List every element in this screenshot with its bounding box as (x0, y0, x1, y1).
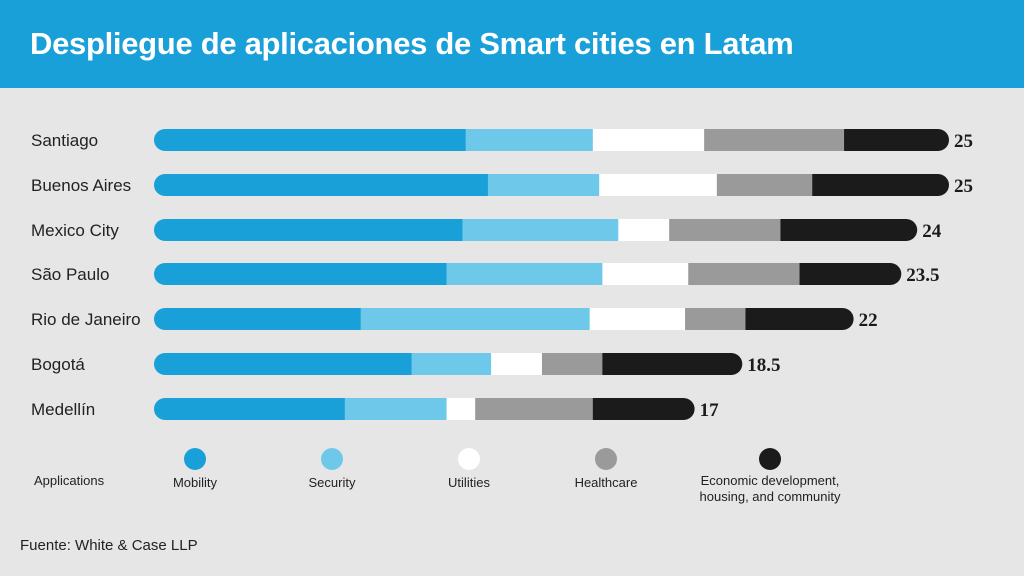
bar-segment-sao-paulo-healthcare (688, 263, 801, 285)
bar-segment-mexico-city-security (462, 219, 619, 241)
bar-segment-mexico-city-healthcare (669, 219, 782, 241)
bar-segment-medellin-healthcare (475, 398, 594, 420)
bar-segment-santiago-healthcare (704, 129, 845, 151)
bar-row-santiago (154, 129, 949, 151)
bar-segment-bogota-mobility (154, 353, 413, 375)
bar-segment-mexico-city-mobility (154, 219, 464, 241)
legend-swatch-mobility (184, 448, 206, 470)
bar-segment-rio-de-janeiro-economic-development-housing-and-community (745, 308, 854, 330)
legend-swatch-economic-development-housing-and-community (759, 448, 781, 470)
source-note: Fuente: White & Case LLP (20, 537, 198, 554)
bar-segment-sao-paulo-economic-development-housing-and-community (799, 263, 902, 285)
legend-title: Applications (34, 473, 105, 488)
legend-label-healthcare: Healthcare (575, 475, 638, 490)
bar-segment-santiago-utilities (592, 129, 705, 151)
total-label-buenos-aires: 25 (954, 176, 973, 197)
bar-segment-bogota-utilities (491, 353, 543, 375)
bar-segment-medellin-security (344, 398, 448, 420)
legend-label-utilities: Utilities (448, 475, 490, 490)
bar-segment-santiago-mobility (154, 129, 467, 151)
legend-swatch-security (321, 448, 343, 470)
stacked-bar-chart: Santiago 25 Buenos Aires 25 Mexico City 24 São… (31, 129, 973, 504)
bar-row-buenos-aires (154, 174, 949, 196)
total-label-bogota: 18.5 (747, 355, 780, 376)
bar-row-mexico-city (154, 219, 918, 241)
bar-segment-bogota-economic-development-housing-and-community (602, 353, 743, 375)
total-label-rio-de-janeiro: 22 (859, 310, 878, 331)
bar-segment-buenos-aires-economic-development-housing-and-community (812, 174, 949, 196)
bar-segment-buenos-aires-utilities (599, 174, 718, 196)
bar-segment-sao-paulo-security (446, 263, 603, 285)
legend-swatch-utilities (458, 448, 480, 470)
bar-segment-rio-de-janeiro-security (360, 308, 591, 330)
bar-segment-buenos-aires-mobility (154, 174, 489, 196)
bar-segment-medellin-economic-development-housing-and-community (592, 398, 695, 420)
bar-segment-buenos-aires-healthcare (716, 174, 813, 196)
legend-label-security: Security (309, 475, 356, 490)
bar-segment-buenos-aires-security (487, 174, 600, 196)
category-label-sao-paulo: São Paulo (31, 265, 109, 284)
bar-row-bogota (154, 353, 743, 375)
total-label-medellin: 17 (700, 400, 720, 421)
total-label-santiago: 25 (954, 131, 973, 152)
bar-segment-mexico-city-utilities (618, 219, 670, 241)
category-label-mexico-city: Mexico City (31, 221, 119, 240)
bar-segment-santiago-security (465, 129, 594, 151)
category-label-bogota: Bogotá (31, 355, 85, 374)
bar-segment-medellin-mobility (154, 398, 346, 420)
legend-label-mobility: Mobility (173, 475, 218, 490)
bar-row-sao-paulo (154, 263, 902, 285)
category-label-buenos-aires: Buenos Aires (31, 176, 131, 195)
bar-row-medellin (154, 398, 695, 420)
legend-label-economic-development-housing-and-community: Economic development, housing, and commun… (700, 473, 841, 504)
bar-segment-bogota-healthcare (541, 353, 603, 375)
bar-segment-santiago-economic-development-housing-and-community (844, 129, 949, 151)
category-label-rio-de-janeiro: Rio de Janeiro (31, 310, 141, 329)
bar-segment-sao-paulo-mobility (154, 263, 448, 285)
total-label-sao-paulo: 23.5 (906, 265, 939, 286)
category-label-santiago: Santiago (31, 131, 98, 150)
header-banner: Despliegue de aplicaciones de Smart citi… (0, 0, 1024, 88)
total-label-mexico-city: 24 (922, 221, 942, 242)
category-label-medellin: Medellín (31, 400, 95, 419)
bar-segment-medellin-utilities (446, 398, 476, 420)
bar-segment-sao-paulo-utilities (602, 263, 689, 285)
bar-segment-rio-de-janeiro-healthcare (685, 308, 747, 330)
bar-row-rio-de-janeiro (154, 308, 854, 330)
legend-swatch-healthcare (595, 448, 617, 470)
chart-title: Despliegue de aplicaciones de Smart citi… (30, 26, 794, 61)
bar-segment-mexico-city-economic-development-housing-and-community (780, 219, 918, 241)
bar-segment-rio-de-janeiro-utilities (589, 308, 686, 330)
bar-segment-rio-de-janeiro-mobility (154, 308, 362, 330)
bar-segment-bogota-security (411, 353, 492, 375)
